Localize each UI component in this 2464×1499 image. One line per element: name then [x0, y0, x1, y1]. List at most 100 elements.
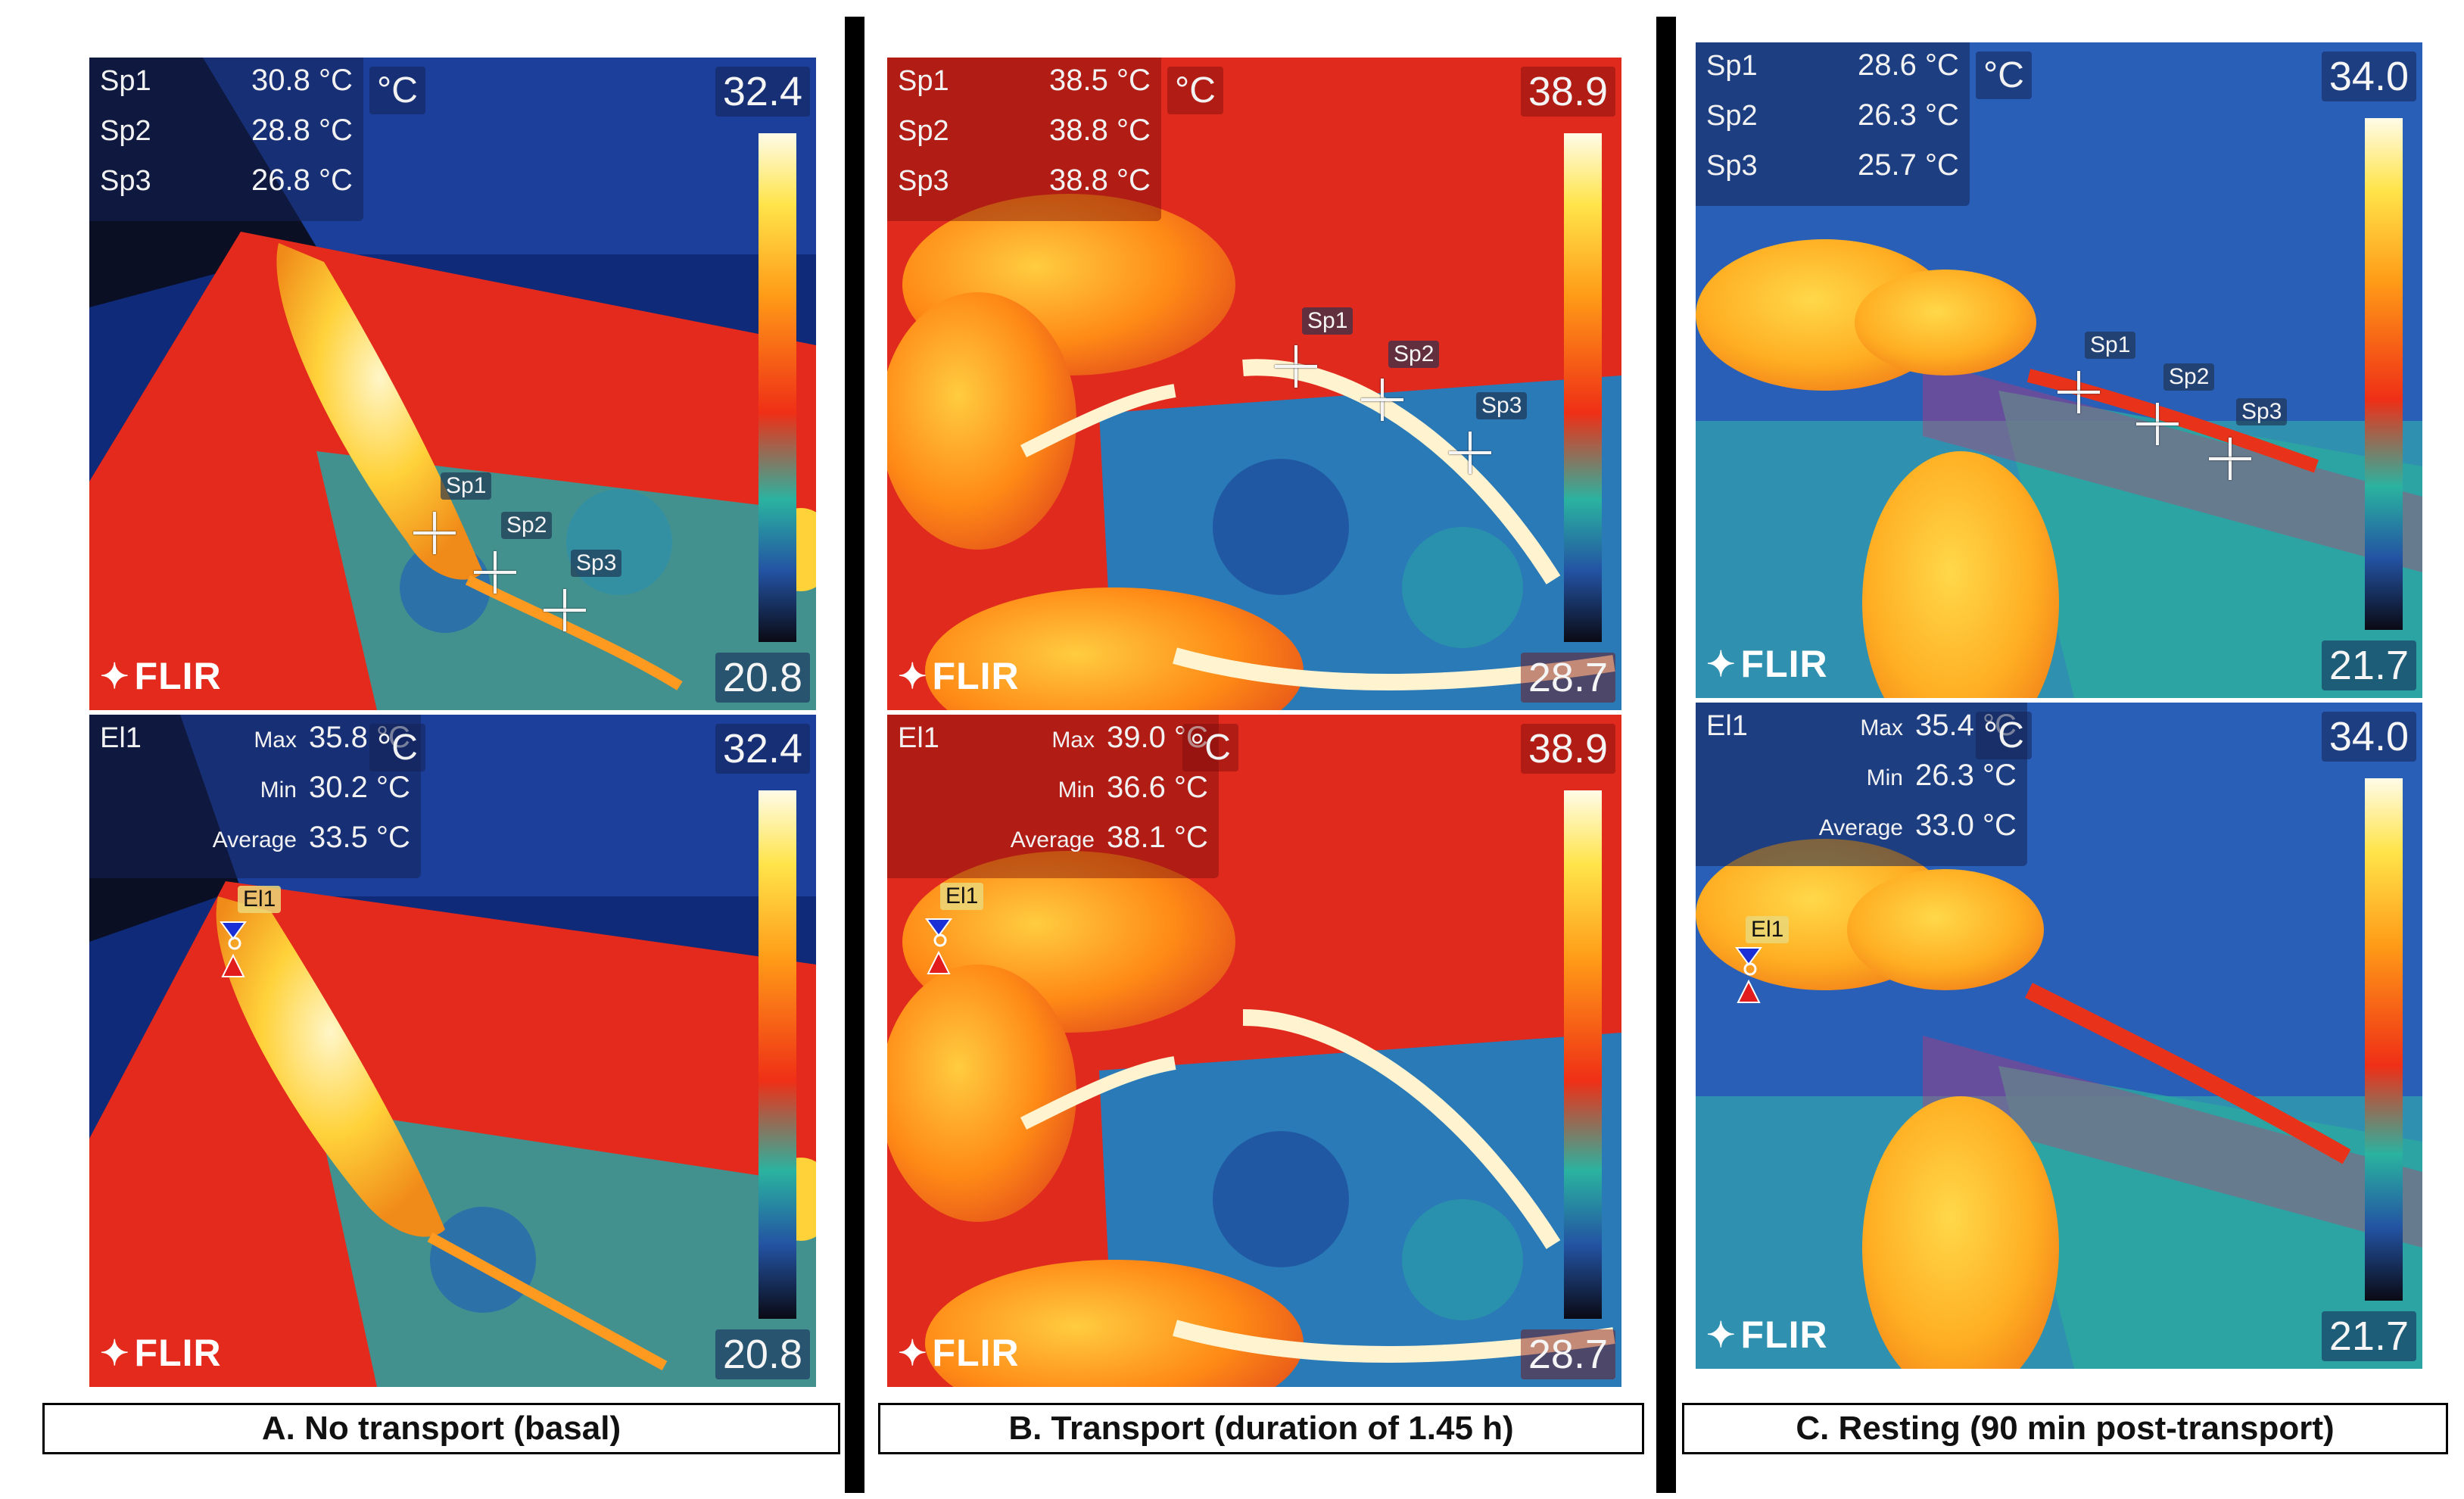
spot-value: 26.8 °C	[251, 164, 353, 197]
spot-marker-label: Sp3	[2236, 398, 2288, 425]
scale-min-label: 28.7	[1520, 1329, 1615, 1379]
spot-value: 25.7 °C	[1858, 148, 1959, 182]
ellipse-marker-label: El1	[1746, 916, 1790, 943]
spot-name: Sp3	[100, 165, 151, 197]
ellipse-marker-label: El1	[238, 886, 282, 913]
spot-readout: Sp1 30.8 °C Sp2 28.8 °C Sp3 26.8 °C	[89, 58, 363, 221]
thermal-image-b-bottom	[887, 715, 1621, 1387]
spot-crosshair-icon	[1361, 379, 1403, 421]
max-label: Max	[1860, 715, 1903, 740]
temperature-unit: °C	[1182, 724, 1238, 771]
spot-readout: Sp1 38.5 °C Sp2 38.8 °C Sp3 38.8 °C	[887, 58, 1161, 221]
spot-crosshair-icon	[474, 551, 516, 594]
flir-brand-text: FLIR	[932, 655, 1020, 697]
ellipse-readout: El1 Max 39.0 °C Min 36.6 °C Average 38.1 °C	[887, 715, 1219, 878]
flir-logo: ✦ FLIR	[100, 1331, 222, 1375]
ellipse-marker-icon	[925, 918, 952, 974]
average-label: Average	[1818, 815, 1903, 840]
spot-crosshair-icon	[2136, 403, 2179, 445]
caption-c: C. Resting (90 min post-transport)	[1682, 1403, 2448, 1454]
scale-max-label: 34.0	[2321, 712, 2416, 762]
spot-value: 28.8 °C	[251, 114, 353, 147]
scale-max-label: 32.4	[715, 724, 810, 774]
flir-brand-text: FLIR	[1740, 643, 1828, 685]
ellipse-readout: El1 Max 35.4 °C Min 26.3 °C Average 33.0 °C	[1696, 703, 2027, 866]
spot-value: 38.8 °C	[1049, 164, 1151, 197]
thermal-panel-a-top: Sp1 30.8 °C Sp2 28.8 °C Sp3 26.8 °C °C 32.4…	[89, 58, 816, 710]
color-scale-bar	[1564, 133, 1602, 642]
min-label: Min	[1058, 778, 1095, 802]
temperature-unit: °C	[1167, 67, 1223, 114]
flir-logo: ✦ FLIR	[898, 1331, 1020, 1375]
max-label: Max	[254, 728, 297, 753]
scale-min-label: 28.7	[1520, 653, 1615, 703]
average-label: Average	[212, 827, 297, 852]
spot-value: 30.8 °C	[251, 64, 353, 97]
flir-logo-icon: ✦	[100, 656, 130, 696]
thermal-image-a-top	[89, 58, 816, 710]
scale-max-label: 38.9	[1520, 724, 1615, 774]
temperature-unit: °C	[1976, 51, 2032, 99]
min-label: Min	[1866, 765, 1903, 790]
flir-logo: ✦ FLIR	[1706, 642, 1828, 686]
thermal-panel-b-bottom: El1 Max 39.0 °C Min 36.6 °C Average 38.1 °C …	[887, 715, 1621, 1387]
flir-logo-icon: ✦	[898, 1333, 928, 1373]
ellipse-name: El1	[1706, 710, 1748, 742]
spot-marker-label: Sp1	[1302, 307, 1353, 335]
spot-name: Sp2	[898, 115, 949, 147]
spot-marker-label: Sp2	[2163, 363, 2215, 391]
thermal-panel-a-bottom: El1 Max 35.8 °C Min 30.2 °C Average 33.5 °C …	[89, 715, 816, 1387]
scale-max-label: 32.4	[715, 67, 810, 117]
flir-logo-icon: ✦	[1706, 644, 1737, 684]
flir-logo-icon: ✦	[898, 656, 928, 696]
flir-brand-text: FLIR	[932, 1332, 1020, 1374]
flir-logo-icon: ✦	[100, 1333, 130, 1373]
thermal-image-a-bottom	[89, 715, 816, 1387]
flir-brand-text: FLIR	[1740, 1314, 1828, 1356]
spot-readout: Sp1 28.6 °C Sp2 26.3 °C Sp3 25.7 °C	[1696, 42, 1970, 206]
average-label: Average	[1010, 827, 1095, 852]
temperature-unit: °C	[369, 67, 425, 114]
flir-logo: ✦ FLIR	[100, 654, 222, 698]
spot-value: 38.5 °C	[1049, 64, 1151, 97]
column-divider-1	[845, 17, 864, 1493]
average-value: 38.1 °C	[1107, 821, 1208, 854]
min-value: 30.2 °C	[309, 771, 410, 804]
caption-a: A. No transport (basal)	[42, 1403, 840, 1454]
color-scale-bar	[1564, 790, 1602, 1319]
spot-marker-label: Sp1	[2085, 332, 2136, 359]
spot-marker-label: Sp2	[501, 512, 553, 539]
spot-value: 28.6 °C	[1858, 48, 1959, 82]
ellipse-marker-icon	[220, 921, 247, 977]
ellipse-name: El1	[898, 722, 939, 754]
spot-name: Sp3	[898, 165, 949, 197]
ellipse-name: El1	[100, 722, 142, 754]
flir-logo: ✦ FLIR	[898, 654, 1020, 698]
spot-name: Sp2	[100, 115, 151, 147]
spot-crosshair-icon	[2057, 371, 2100, 413]
scale-min-label: 20.8	[715, 1329, 810, 1379]
spot-value: 38.8 °C	[1049, 114, 1151, 147]
scale-min-label: 21.7	[2321, 640, 2416, 690]
thermal-panel-c-bottom: El1 Max 35.4 °C Min 26.3 °C Average 33.0 °C …	[1696, 703, 2422, 1369]
spot-marker-label: Sp1	[441, 472, 492, 500]
thermal-panel-c-top: Sp1 28.6 °C Sp2 26.3 °C Sp3 25.7 °C °C 34.0…	[1696, 42, 2422, 698]
spot-name: Sp3	[1706, 150, 1758, 182]
temperature-unit: °C	[1976, 712, 2032, 759]
color-scale-bar	[2365, 118, 2403, 630]
spot-marker-label: Sp2	[1388, 341, 1440, 368]
caption-b: B. Transport (duration of 1.45 h)	[878, 1403, 1644, 1454]
scale-max-label: 34.0	[2321, 51, 2416, 101]
ellipse-marker-icon	[1735, 947, 1762, 1003]
color-scale-bar	[759, 133, 796, 642]
temperature-unit: °C	[369, 724, 425, 771]
spot-value: 26.3 °C	[1858, 98, 1959, 132]
min-value: 36.6 °C	[1107, 771, 1208, 804]
column-divider-2	[1656, 17, 1676, 1493]
spot-crosshair-icon	[413, 512, 456, 554]
thermal-panel-b-top: Sp1 38.5 °C Sp2 38.8 °C Sp3 38.8 °C °C 38.9…	[887, 58, 1621, 710]
average-value: 33.0 °C	[1915, 809, 2017, 842]
spot-crosshair-icon	[2209, 438, 2251, 480]
average-value: 33.5 °C	[309, 821, 410, 854]
spot-name: Sp2	[1706, 100, 1758, 132]
